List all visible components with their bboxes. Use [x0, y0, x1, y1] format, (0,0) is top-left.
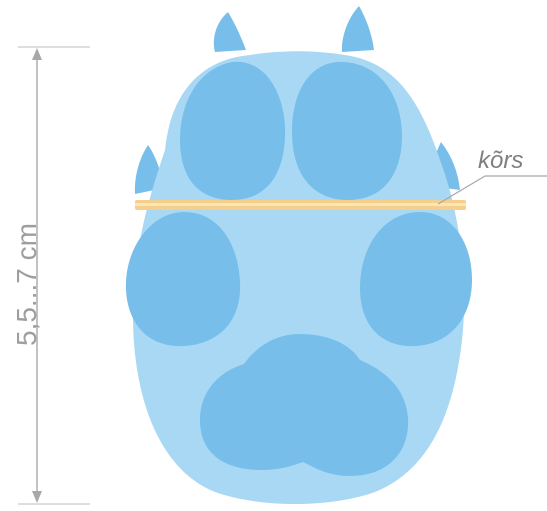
measurement: 5,5...7 cm: [11, 46, 90, 505]
callout: kõrs: [437, 147, 547, 205]
measure-arrow-down: [32, 491, 42, 503]
straw-highlight: [135, 203, 466, 206]
callout-label: kõrs: [478, 147, 523, 174]
pads: [125, 61, 472, 476]
pad-top-right: [292, 61, 402, 201]
claw-top-left: [213, 12, 246, 52]
pad-right: [360, 212, 472, 347]
straw: [135, 200, 466, 210]
pad-top-left: [180, 61, 286, 200]
claw-top-right: [341, 6, 374, 52]
pad-left: [125, 212, 241, 347]
measure-label: 5,5...7 cm: [11, 223, 42, 346]
measure-arrow-up: [32, 48, 42, 60]
pad-main: [200, 334, 409, 476]
callout-leader: [437, 175, 486, 205]
